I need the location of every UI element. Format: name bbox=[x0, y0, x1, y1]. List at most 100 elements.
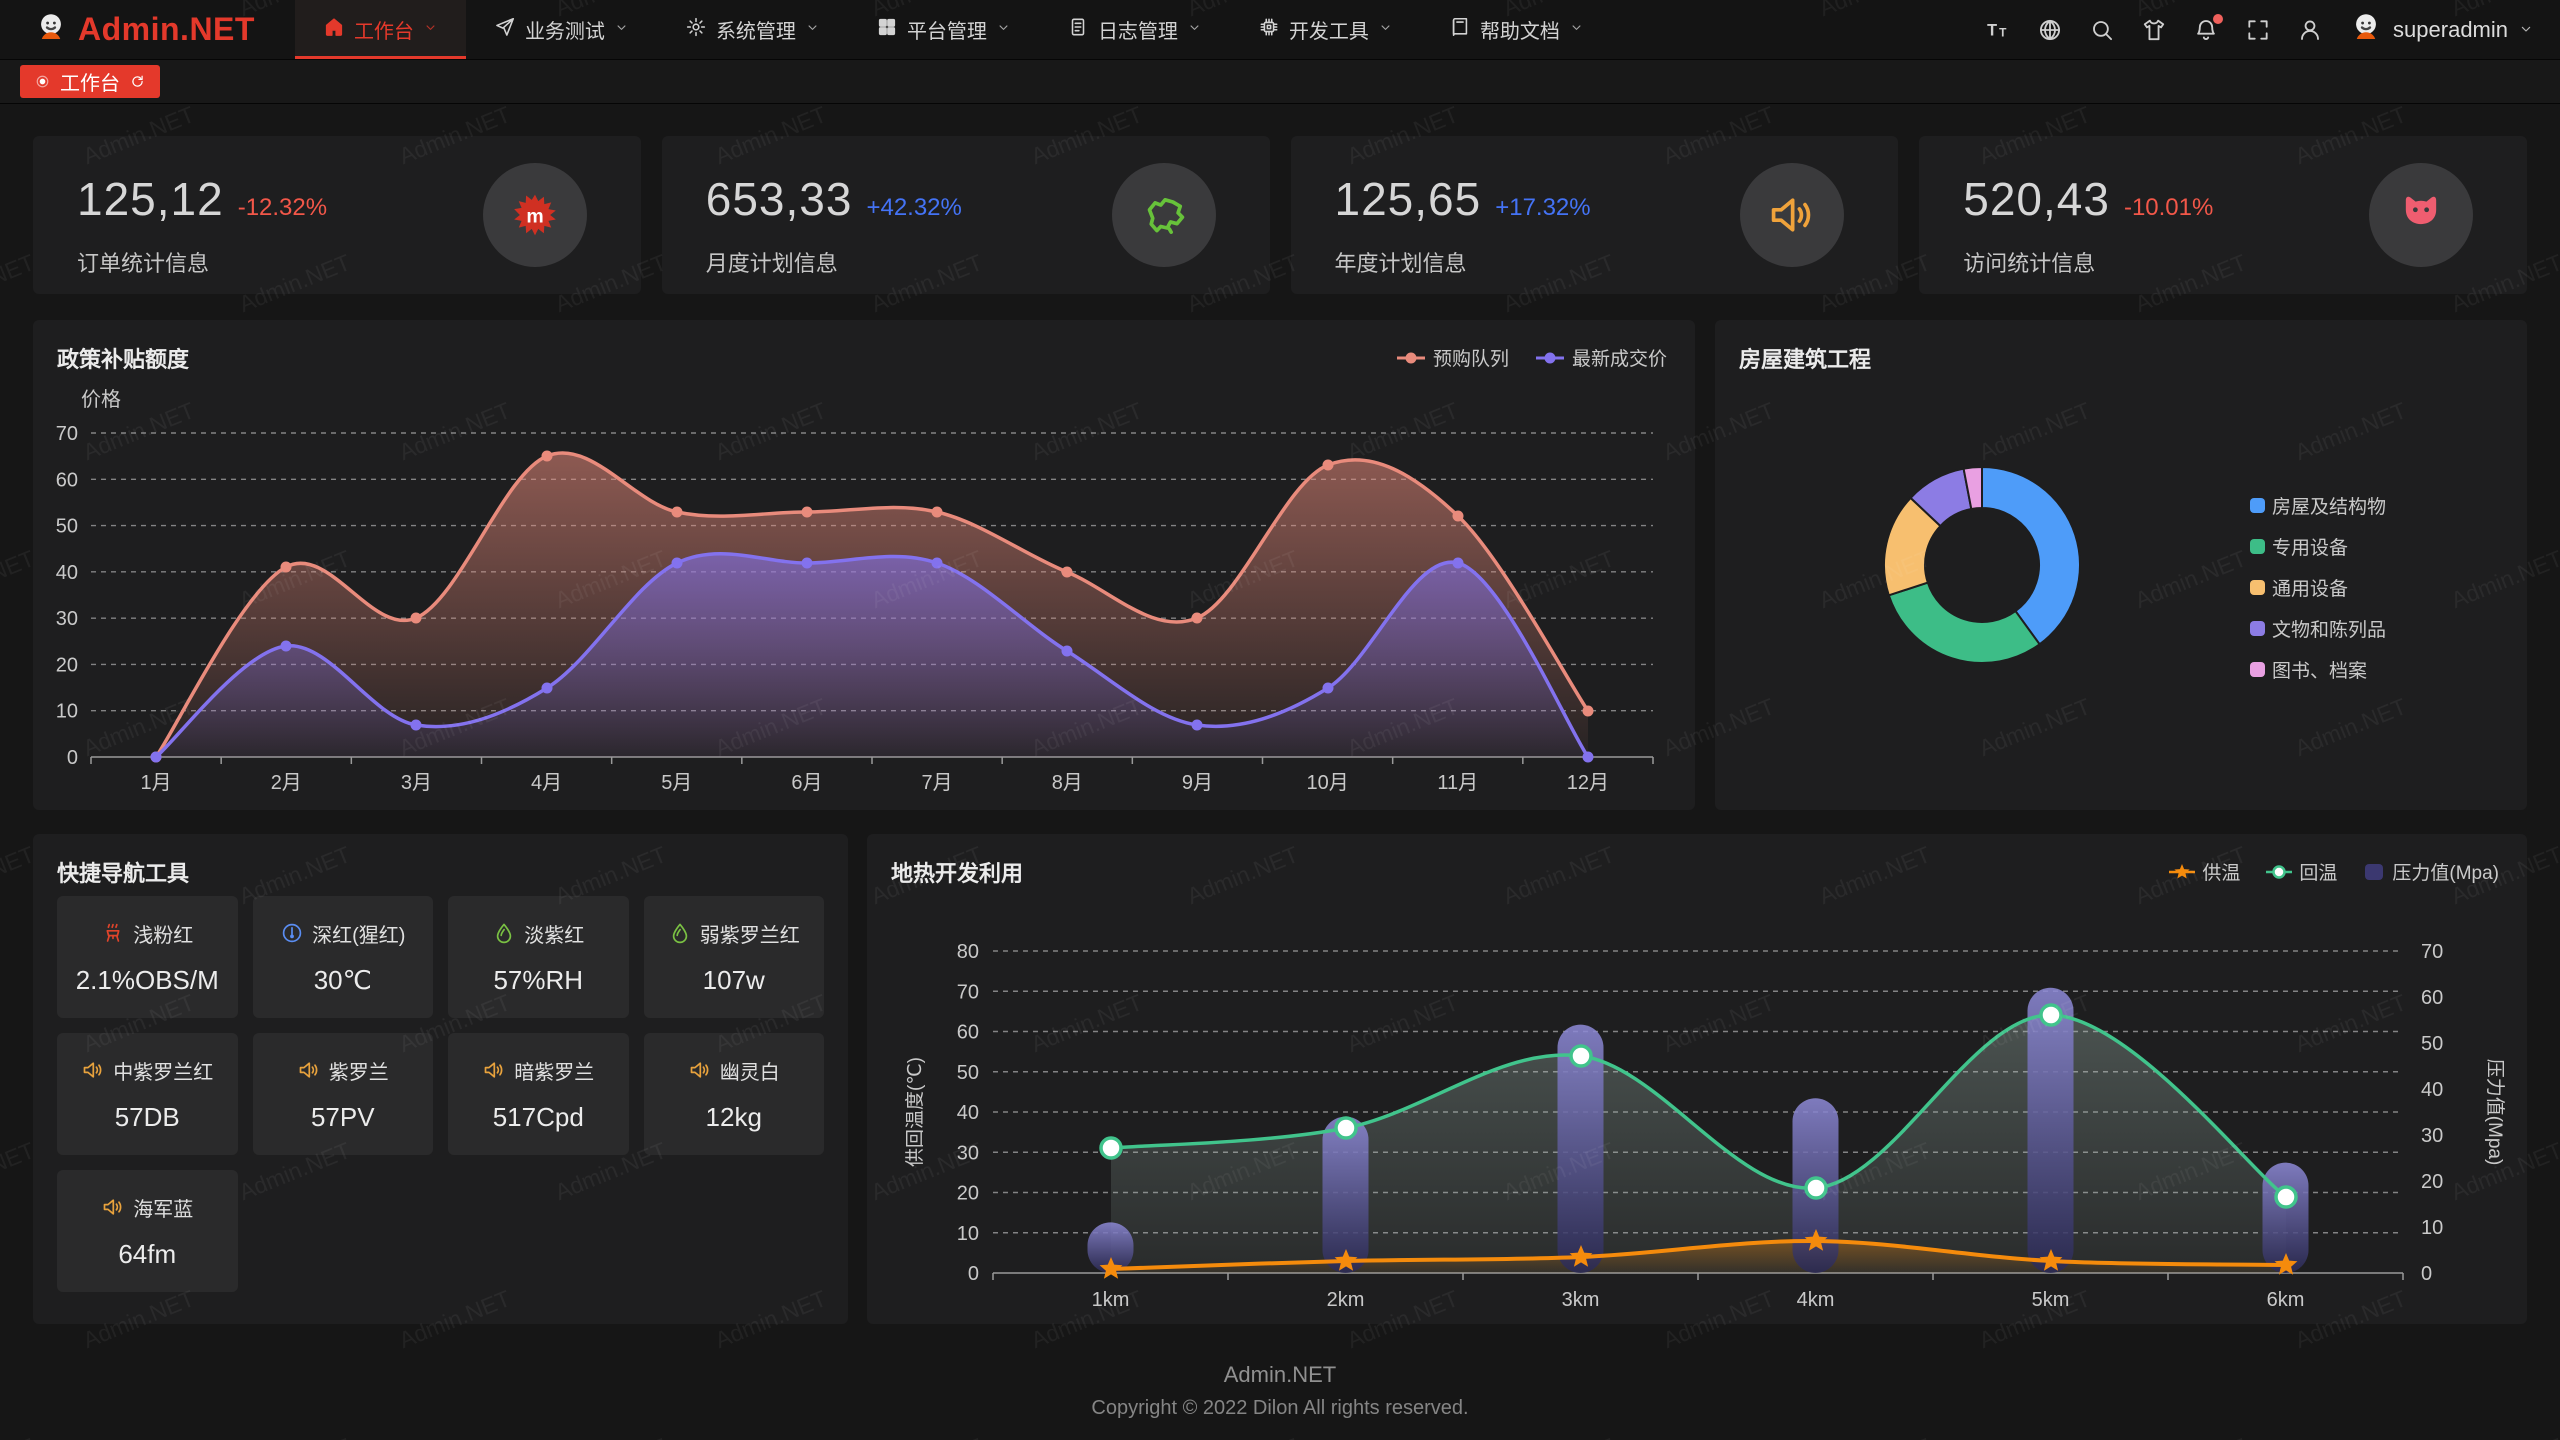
svg-text:50: 50 bbox=[957, 1062, 979, 1084]
stat-line: 125,12 -12.32% bbox=[77, 172, 597, 226]
subsidy-legend: 预购队列 最新成交价 bbox=[1396, 344, 1667, 371]
watermark-text: Admin.NET bbox=[235, 1433, 354, 1440]
legend-item-通用设备[interactable]: 通用设备 bbox=[2250, 574, 2386, 601]
quick-nav-button-4[interactable]: 弱紫罗兰红 107w bbox=[643, 896, 824, 1018]
svg-text:40: 40 bbox=[56, 562, 78, 584]
svg-text:0: 0 bbox=[968, 1263, 979, 1285]
subsidy-area-chart: 0 10 20 30 40 50 60 70 价格 1月 2月 3月 4月 5月 6月 7月 8月 9月 10月 11… bbox=[33, 364, 1695, 810]
chevron-down-icon bbox=[614, 18, 629, 41]
stat-delta: -10.01% bbox=[2123, 194, 2214, 221]
quick-nav-grid: 浅粉红 2.1%OBS/M 深红(猩红) 30℃ 淡紫红 57%RH 弱紫罗兰红 107w 中紫… bbox=[57, 896, 824, 1292]
legend-item-文物和陈列品[interactable]: 文物和陈列品 bbox=[2250, 615, 2386, 642]
burst-icon: m bbox=[482, 163, 587, 267]
tab-workbench[interactable]: 工作台 bbox=[20, 65, 160, 98]
legend-item-图书、档案[interactable]: 图书、档案 bbox=[2250, 656, 2386, 683]
quick-button-value: 57DB bbox=[114, 1101, 180, 1132]
menu-item-label: 帮助文档 bbox=[1479, 21, 1560, 43]
tab-dot-icon bbox=[34, 73, 51, 90]
tab-label: 工作台 bbox=[60, 73, 120, 95]
svg-text:4月: 4月 bbox=[531, 772, 562, 794]
svg-text:2月: 2月 bbox=[271, 772, 302, 794]
quick-button-header: 海军蓝 bbox=[101, 1193, 193, 1222]
legend-item-预购队列[interactable]: 预购队列 bbox=[1396, 344, 1509, 371]
quick-nav-button-1[interactable]: 浅粉红 2.1%OBS/M bbox=[57, 896, 238, 1018]
gear-icon bbox=[685, 16, 707, 44]
legend-item-供温[interactable]: 供温 bbox=[2169, 858, 2240, 885]
refresh-icon[interactable] bbox=[129, 73, 146, 90]
language-icon[interactable] bbox=[2037, 17, 2063, 43]
quick-button-header: 深红(猩红) bbox=[280, 919, 405, 948]
housing-legend: 房屋及结构物 专用设备通用设备文物和陈列品 图书、档案 bbox=[2250, 492, 2386, 683]
quick-nav-button-2[interactable]: 深红(猩红) 30℃ bbox=[252, 896, 433, 1018]
svg-text:5月: 5月 bbox=[661, 772, 692, 794]
fullscreen-icon[interactable] bbox=[2245, 17, 2271, 43]
quick-nav-button-6[interactable]: 紫罗兰 57PV bbox=[252, 1033, 433, 1155]
stat-delta: -12.32% bbox=[237, 194, 328, 221]
quick-nav-button-5[interactable]: 中紫罗兰红 57DB bbox=[57, 1033, 238, 1155]
menu-item-4[interactable]: 平台管理 bbox=[848, 0, 1039, 59]
search-icon[interactable] bbox=[2089, 17, 2115, 43]
speaker-icon bbox=[81, 1058, 105, 1082]
quick-button-value: 107w bbox=[702, 964, 765, 995]
quick-nav-button-3[interactable]: 淡紫红 57%RH bbox=[448, 896, 629, 1018]
menu-item-3[interactable]: 系统管理 bbox=[657, 0, 848, 59]
stat-value: 520,43 bbox=[1963, 173, 2110, 225]
username: superadmin bbox=[2393, 16, 2508, 42]
stat-value: 125,12 bbox=[77, 173, 224, 225]
panel-title: 房屋建筑工程 bbox=[1739, 347, 1872, 372]
svg-text:10: 10 bbox=[957, 1223, 979, 1245]
quick-button-header: 浅粉红 bbox=[101, 919, 193, 948]
app-title: Admin.NET bbox=[78, 11, 255, 47]
bell-icon[interactable] bbox=[2193, 13, 2224, 43]
menu-item-6[interactable]: 开发工具 bbox=[1230, 0, 1421, 59]
footer-app-name: Admin.NET bbox=[1223, 1362, 1337, 1387]
profile-icon[interactable] bbox=[2297, 17, 2323, 43]
quick-nav-button-7[interactable]: 暗紫罗兰 517Cpd bbox=[448, 1033, 629, 1155]
svg-text:T: T bbox=[1987, 21, 1997, 39]
legend-item-回温[interactable]: 回温 bbox=[2266, 858, 2337, 885]
legend-item-压力值(Mpa)[interactable]: 压力值(Mpa) bbox=[2363, 858, 2499, 885]
svg-text:70: 70 bbox=[56, 423, 78, 445]
main-content: 125,12 -12.32% 订单统计信息 m 653,33 +42.32% 月度计划信息 1… bbox=[0, 136, 2560, 1420]
theme-icon[interactable] bbox=[2141, 17, 2167, 43]
menu-item-5[interactable]: 日志管理 bbox=[1039, 0, 1230, 59]
quick-nav-button-9[interactable]: 海军蓝 64fm bbox=[57, 1170, 238, 1292]
footer-copyright: Copyright © 2022 Dilon All rights reserv… bbox=[1091, 1397, 1469, 1419]
quick-button-value: 2.1%OBS/M bbox=[75, 964, 219, 995]
panel-geothermal-chart: 地热开发利用 供温 回温 压力值(Mpa) 0 10 20 30 40 50 60 70 80 0 10… bbox=[867, 834, 2527, 1324]
svg-text:50: 50 bbox=[56, 516, 78, 538]
menu-item-7[interactable]: 帮助文档 bbox=[1421, 0, 1612, 59]
svg-text:40: 40 bbox=[957, 1102, 979, 1124]
menu-item-2[interactable]: 业务测试 bbox=[466, 0, 657, 59]
panel-quick-nav: 快捷导航工具 浅粉红 2.1%OBS/M 深红(猩红) 30℃ 淡紫红 57%RH 弱紫罗兰… bbox=[33, 834, 848, 1324]
svg-text:20: 20 bbox=[56, 654, 78, 676]
panel-subsidy-chart: 政策补贴额度 预购队列 最新成交价 0 10 20 30 40 50 60 70 价格 1月 2月 3月… bbox=[33, 320, 1695, 810]
geothermal-legend: 供温 回温 压力值(Mpa) bbox=[2169, 858, 2499, 885]
quick-button-value: 30℃ bbox=[313, 964, 372, 995]
legend-item-最新成交价[interactable]: 最新成交价 bbox=[1535, 344, 1667, 371]
user-menu[interactable]: superadmin bbox=[2349, 10, 2534, 50]
menu-item-1[interactable]: 工作台 bbox=[294, 0, 466, 59]
quick-nav-button-8[interactable]: 幽灵白 12kg bbox=[643, 1033, 824, 1155]
quick-button-label: 弱紫罗兰红 bbox=[699, 924, 800, 947]
speaker-icon bbox=[688, 1058, 712, 1082]
china-map-icon bbox=[1111, 163, 1216, 267]
svg-text:10: 10 bbox=[2421, 1217, 2443, 1239]
chevron-down-icon bbox=[1569, 18, 1584, 41]
stat-line: 125,65 +17.32% bbox=[1335, 172, 1855, 226]
legend-item-专用设备[interactable]: 专用设备 bbox=[2250, 533, 2386, 560]
app-logo[interactable]: Admin.NET bbox=[34, 0, 255, 59]
tab-bar: 工作台 bbox=[0, 60, 2560, 104]
svg-text:11月: 11月 bbox=[1437, 772, 1478, 794]
send-icon bbox=[494, 16, 516, 44]
menu-item-label: 平台管理 bbox=[906, 21, 987, 43]
stat-delta: +42.32% bbox=[866, 194, 962, 221]
cpu-icon bbox=[1258, 16, 1280, 44]
stat-card-2: 653,33 +42.32% 月度计划信息 bbox=[661, 136, 1270, 294]
panel-title: 地热开发利用 bbox=[891, 861, 1024, 886]
quick-button-label: 幽灵白 bbox=[719, 1061, 780, 1084]
legend-item-房屋及结构物[interactable]: 房屋及结构物 bbox=[2250, 492, 2386, 519]
